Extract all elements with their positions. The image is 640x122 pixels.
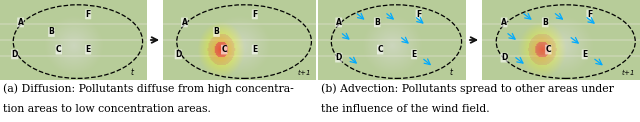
Text: B: B [374, 18, 380, 27]
Text: E: E [86, 45, 91, 54]
Text: tion areas to low concentration areas.: tion areas to low concentration areas. [3, 104, 211, 113]
Text: A: A [501, 18, 507, 27]
Text: $t$: $t$ [449, 66, 454, 77]
Text: D: D [335, 53, 342, 62]
Text: D: D [175, 50, 182, 59]
Text: C: C [378, 45, 383, 54]
Text: B: B [49, 27, 54, 36]
Text: D: D [501, 53, 508, 62]
Text: E: E [412, 50, 417, 59]
Text: A: A [18, 18, 24, 27]
Text: C: C [545, 45, 551, 54]
Text: E: E [252, 45, 257, 54]
Text: C: C [56, 45, 61, 54]
Text: $t$+1: $t$+1 [621, 67, 636, 77]
Text: D: D [12, 50, 18, 59]
Text: $t$: $t$ [130, 66, 135, 77]
Text: F: F [587, 10, 592, 19]
Text: A: A [336, 18, 342, 27]
Text: B: B [214, 27, 220, 36]
Text: (a) Diffusion: Pollutants diffuse from high concentra-: (a) Diffusion: Pollutants diffuse from h… [3, 83, 294, 94]
Text: B: B [542, 18, 548, 27]
Text: F: F [252, 10, 257, 19]
Text: F: F [416, 10, 421, 19]
Text: $t$+1: $t$+1 [298, 67, 312, 77]
Text: A: A [182, 18, 188, 27]
Text: (b) Advection: Pollutants spread to other areas under: (b) Advection: Pollutants spread to othe… [321, 83, 614, 94]
Text: the influence of the wind field.: the influence of the wind field. [321, 104, 490, 113]
Text: E: E [582, 50, 588, 59]
Text: C: C [221, 45, 227, 54]
Text: F: F [86, 10, 91, 19]
